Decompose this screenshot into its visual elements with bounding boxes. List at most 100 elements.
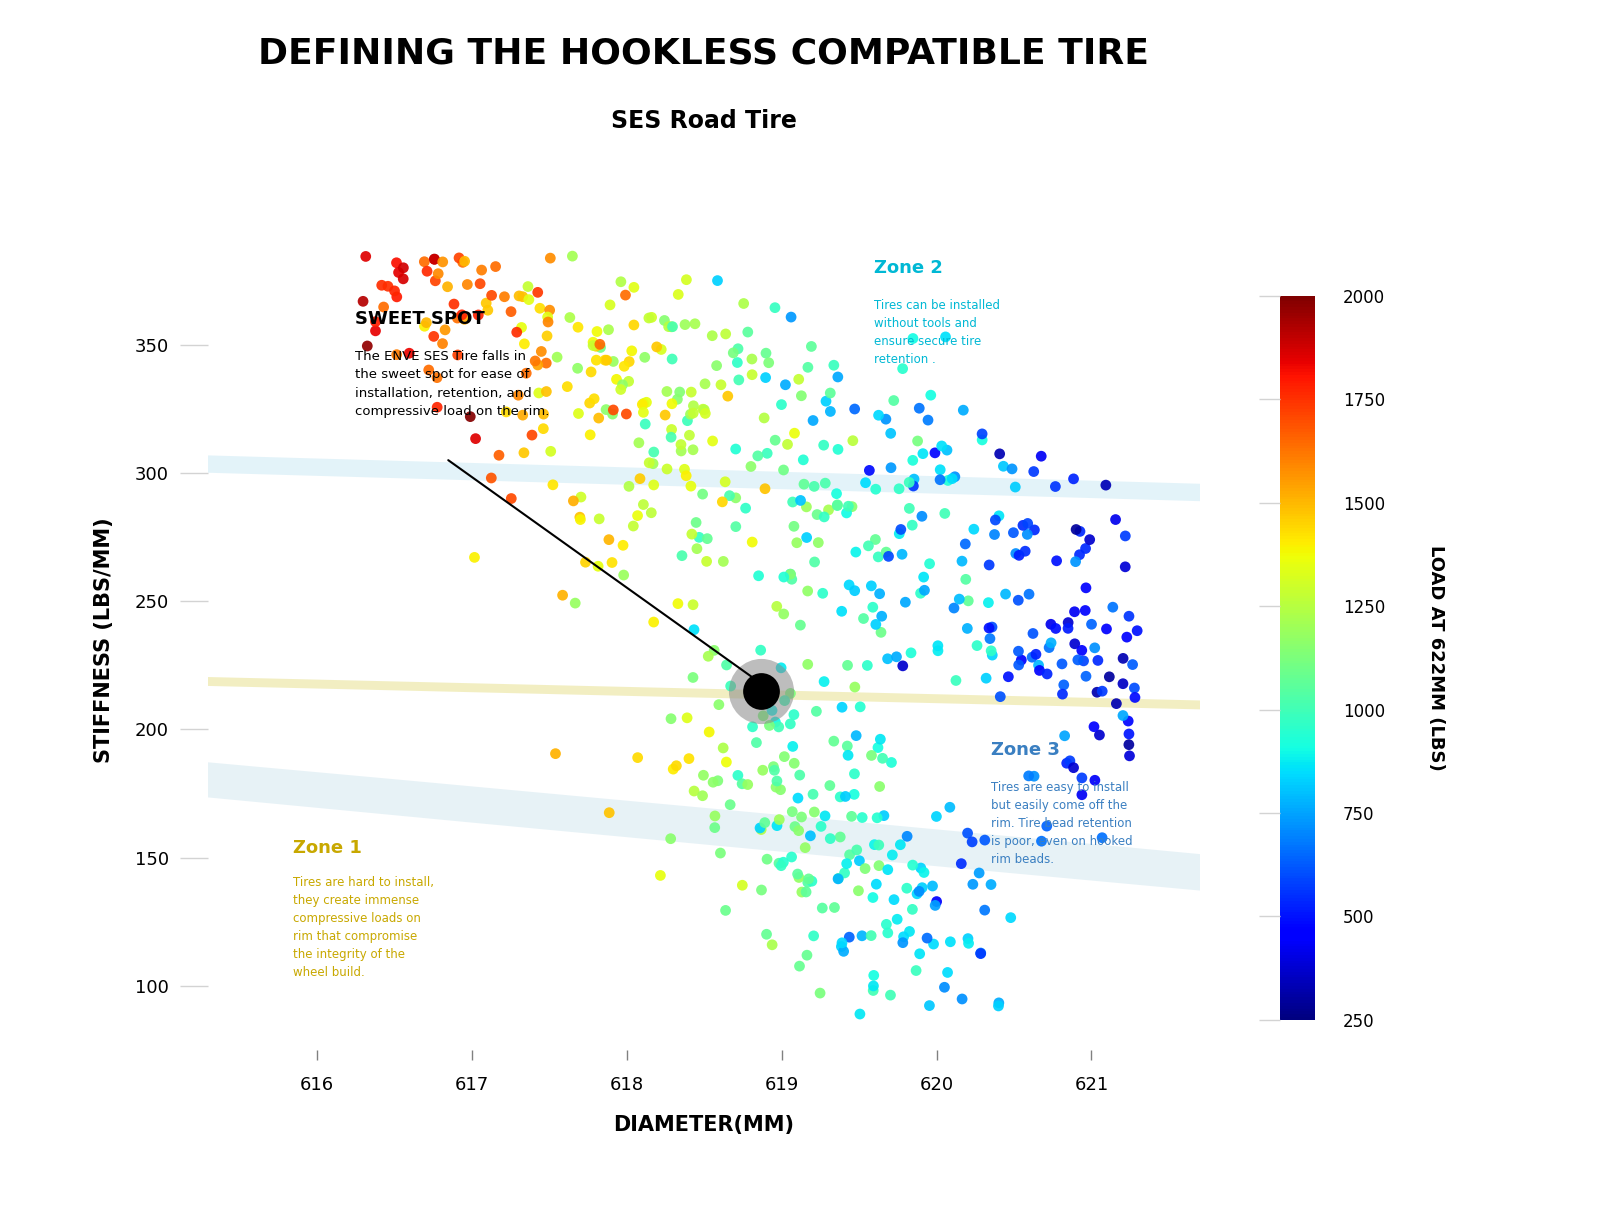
Point <box>968 944 994 963</box>
Point <box>779 801 805 821</box>
Point <box>843 725 869 745</box>
Point <box>424 397 450 416</box>
Point <box>779 570 805 589</box>
Point <box>522 351 547 371</box>
Point <box>752 408 778 427</box>
Point <box>690 400 715 419</box>
Point <box>712 900 738 920</box>
Point <box>584 322 610 342</box>
Point <box>680 441 706 460</box>
Point <box>586 509 611 529</box>
Point <box>642 443 667 462</box>
Point <box>810 898 835 917</box>
Y-axis label: STIFFNESS (LBS/MM): STIFFNESS (LBS/MM) <box>94 517 114 763</box>
Point <box>1051 675 1077 694</box>
Point <box>885 910 910 929</box>
Point <box>971 900 997 920</box>
Point <box>693 404 718 424</box>
Point <box>451 310 477 330</box>
Point <box>786 821 811 840</box>
Point <box>763 777 789 797</box>
Point <box>835 655 861 675</box>
Point <box>421 327 446 346</box>
Point <box>782 817 808 836</box>
Point <box>637 453 662 472</box>
Point <box>803 701 829 721</box>
Point <box>955 934 981 954</box>
Point <box>1014 514 1040 533</box>
Point <box>1008 651 1034 670</box>
Point <box>906 882 931 902</box>
Point <box>451 251 477 270</box>
Point <box>883 647 909 666</box>
Point <box>978 641 1003 660</box>
Point <box>653 406 678 425</box>
Point <box>856 461 882 480</box>
Point <box>773 375 798 395</box>
Point <box>578 425 603 444</box>
Point <box>678 525 704 544</box>
Point <box>800 785 826 804</box>
Point <box>899 450 925 470</box>
Point <box>578 362 603 381</box>
Point <box>674 270 699 290</box>
Point <box>749 880 774 899</box>
Point <box>899 515 925 535</box>
Point <box>842 400 867 419</box>
Point <box>794 882 819 902</box>
Point <box>896 473 922 492</box>
Point <box>765 816 790 835</box>
Point <box>859 746 885 765</box>
Point <box>370 275 395 295</box>
Point <box>837 845 862 864</box>
Point <box>842 581 867 600</box>
Point <box>754 850 779 869</box>
Point <box>899 899 925 919</box>
Point <box>581 336 606 355</box>
Point <box>1061 758 1086 777</box>
Point <box>843 840 869 859</box>
Point <box>1112 558 1138 577</box>
Point <box>526 298 552 317</box>
Point <box>869 623 894 642</box>
Point <box>982 525 1008 544</box>
Point <box>1062 634 1088 653</box>
Point <box>555 377 581 396</box>
Point <box>973 830 998 850</box>
Point <box>805 505 830 524</box>
Point <box>659 317 685 337</box>
Point <box>1074 666 1099 686</box>
Point <box>374 276 400 296</box>
Point <box>1062 602 1088 622</box>
Point <box>630 495 656 514</box>
Point <box>830 941 856 961</box>
Point <box>506 286 531 305</box>
Point <box>411 316 437 336</box>
Point <box>901 470 926 489</box>
Point <box>795 873 821 892</box>
Point <box>942 467 968 486</box>
Point <box>510 406 536 425</box>
Point <box>763 712 789 731</box>
Point <box>915 410 941 430</box>
Point <box>450 305 475 325</box>
Point <box>789 386 814 406</box>
Point <box>875 861 901 880</box>
Point <box>731 293 757 313</box>
Point <box>611 356 637 375</box>
Point <box>411 252 437 272</box>
Point <box>966 863 992 882</box>
Point <box>978 875 1003 894</box>
Point <box>706 771 731 791</box>
Point <box>1102 509 1128 529</box>
Point <box>568 509 594 529</box>
Point <box>715 386 741 406</box>
Point <box>1016 766 1042 786</box>
Point <box>667 383 693 402</box>
Point <box>659 420 685 439</box>
Point <box>706 695 731 715</box>
Point <box>611 565 637 584</box>
Point <box>861 597 886 617</box>
Point <box>616 352 642 372</box>
Text: Tires are hard to install,
they create immense
compressive loads on
rim that com: Tires are hard to install, they create i… <box>293 876 434 979</box>
